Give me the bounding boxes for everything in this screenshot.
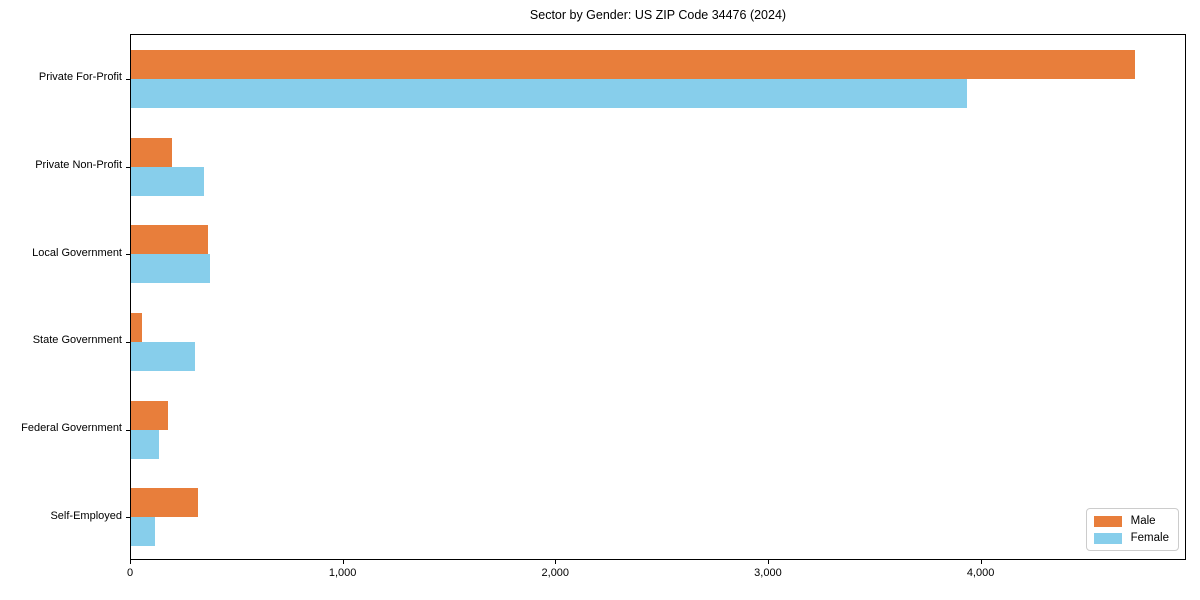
x-tick-2000 — [555, 560, 557, 564]
y-tick-state-government — [126, 341, 130, 343]
y-label-private-non-profit: Private Non-Profit — [35, 159, 122, 171]
bar-male-private-non-profit — [131, 137, 173, 167]
x-label-1000: 1,000 — [328, 567, 357, 579]
legend: Male Female — [1085, 508, 1179, 551]
x-tick-3000 — [767, 560, 769, 564]
x-tick-1000 — [342, 560, 344, 564]
bar-female-private-non-profit — [131, 166, 205, 196]
y-tick-local-government — [126, 254, 130, 256]
bar-female-state-government — [131, 341, 196, 371]
bar-male-state-government — [131, 312, 143, 342]
bars-layer — [126, 35, 1185, 559]
bar-male-federal-government — [131, 400, 169, 430]
y-tick-private-non-profit — [126, 166, 130, 168]
legend-label-male: Male — [1130, 515, 1156, 527]
bar-male-local-government — [131, 225, 209, 255]
legend-swatch-male — [1093, 515, 1122, 527]
chart-title: Sector by Gender: US ZIP Code 34476 (202… — [529, 8, 787, 22]
bar-male-private-for-profit — [131, 49, 1135, 79]
legend-item-female: Female — [1093, 532, 1169, 544]
legend-label-female: Female — [1130, 532, 1169, 544]
bar-female-federal-government — [131, 429, 160, 459]
x-tick-0 — [130, 560, 131, 564]
bar-female-self-employed — [131, 517, 156, 547]
y-label-self-employed: Self-Employed — [50, 509, 122, 522]
y-tick-federal-government — [126, 429, 130, 431]
y-tick-self-employed — [126, 517, 130, 519]
plot-area: Male Female — [126, 34, 1186, 560]
x-label-4000: 4,000 — [966, 567, 995, 579]
y-label-local-government: Local Government — [32, 246, 122, 259]
y-label-state-government: State Government — [32, 334, 122, 347]
legend-item-male: Male — [1093, 515, 1169, 527]
y-tick-private-for-profit — [126, 78, 130, 80]
x-tick-4000 — [980, 560, 982, 564]
bar-female-local-government — [131, 254, 211, 284]
x-label-3000: 3,000 — [754, 567, 782, 579]
bar-male-self-employed — [131, 488, 199, 518]
legend-swatch-female — [1093, 532, 1122, 544]
bar-female-private-for-profit — [131, 78, 968, 108]
x-label-0: 0 — [126, 567, 134, 579]
y-label-private-for-profit: Private For-Profit — [38, 71, 122, 84]
y-label-federal-government: Federal Government — [21, 422, 122, 434]
x-label-2000: 2,000 — [541, 567, 570, 579]
